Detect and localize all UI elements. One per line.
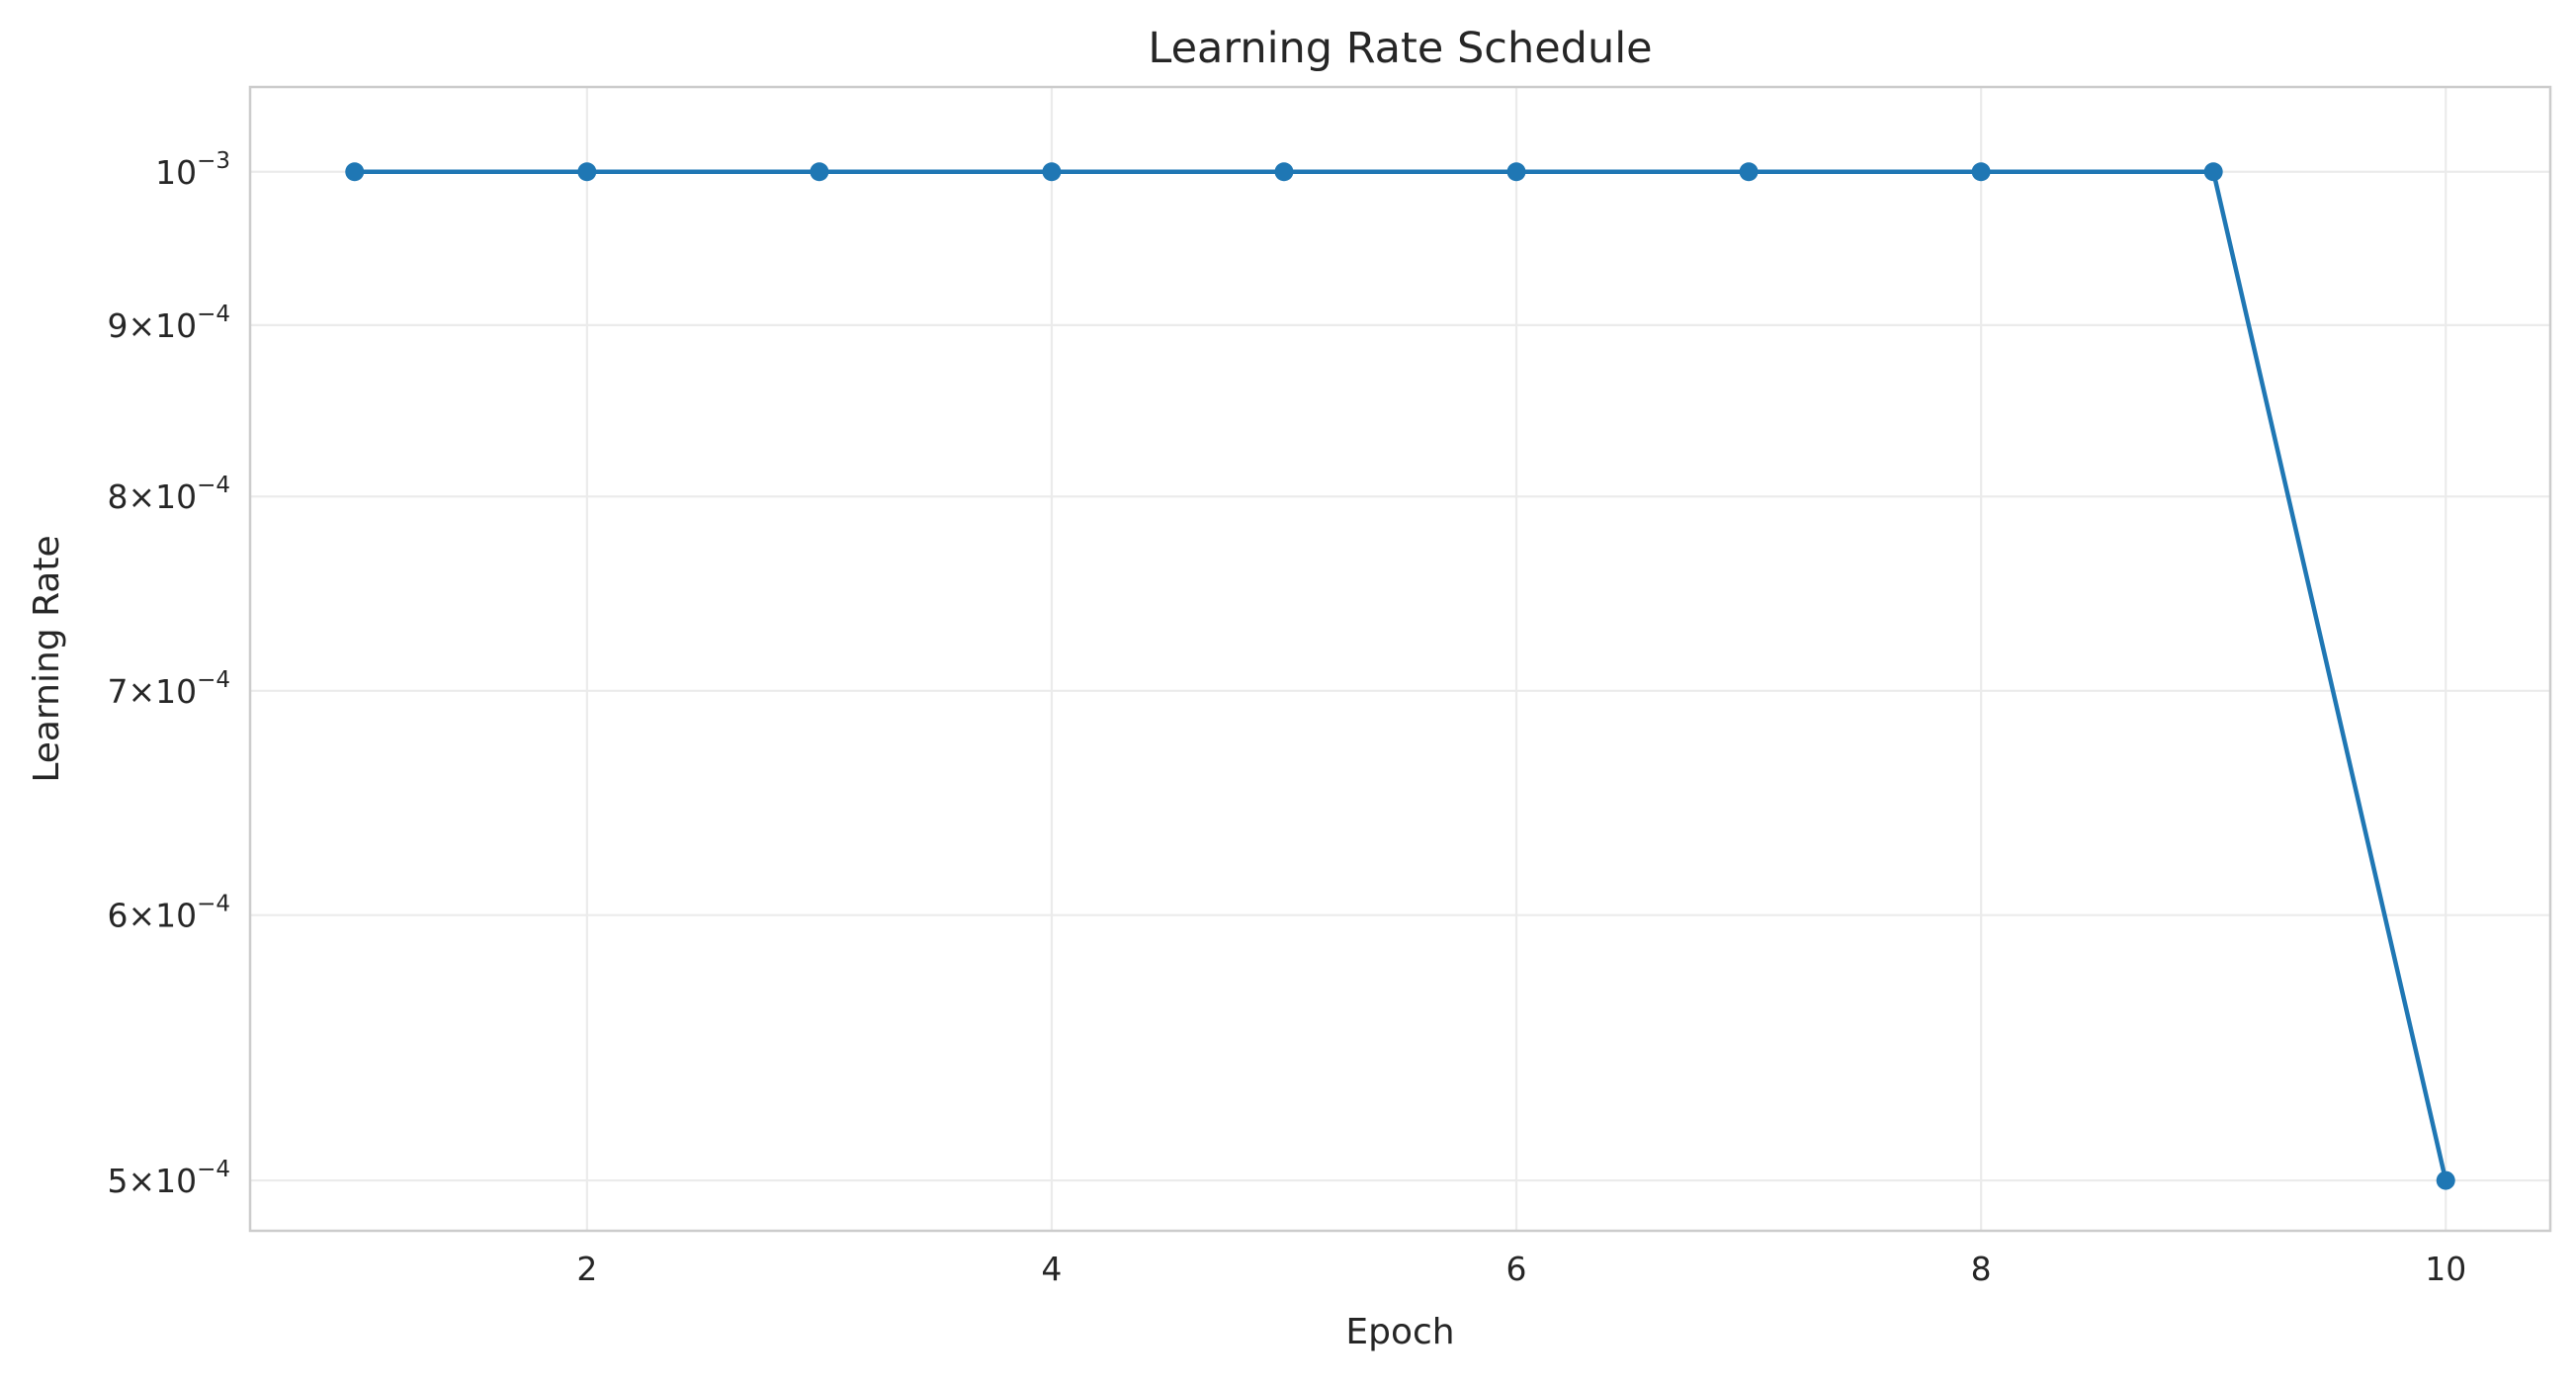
series-line [354,169,2448,1181]
x-tick-label: 10 [2425,1250,2466,1288]
data-point [345,162,365,182]
y-tick-label: 10−3 [155,148,230,192]
y-tick-label: 6×10−4 [107,892,230,935]
data-point [1971,162,1991,182]
grid [250,87,2550,1231]
x-tick-label: 2 [576,1250,597,1288]
series-layer [345,162,2455,1190]
x-tick-label: 4 [1041,1250,1062,1288]
x-axis-label: Epoch [1345,1312,1454,1352]
chart-title: Learning Rate Schedule [1148,24,1652,73]
y-tick-label: 5×10−4 [107,1157,230,1200]
data-point [810,162,829,182]
data-point [1506,162,1526,182]
y-axis-ticks: 10−3 9×10−4 8×10−4 7×10−4 6×10−4 5×10−4 [107,148,230,1200]
y-tick-label: 9×10−4 [107,302,230,345]
data-point [1274,162,1294,182]
data-point [577,162,597,182]
data-point [2203,162,2223,182]
x-tick-label: 8 [1971,1250,1992,1288]
x-tick-label: 6 [1506,1250,1527,1288]
y-tick-label: 7×10−4 [107,667,230,711]
plot-frame [248,85,2552,1233]
data-point [1739,162,1759,182]
x-axis-ticks: 2 4 6 8 10 [576,1250,2466,1288]
y-axis-label: Learning Rate [27,535,67,782]
data-point [2436,1170,2455,1190]
data-point [1042,162,1062,182]
y-tick-label: 8×10−4 [107,473,230,516]
